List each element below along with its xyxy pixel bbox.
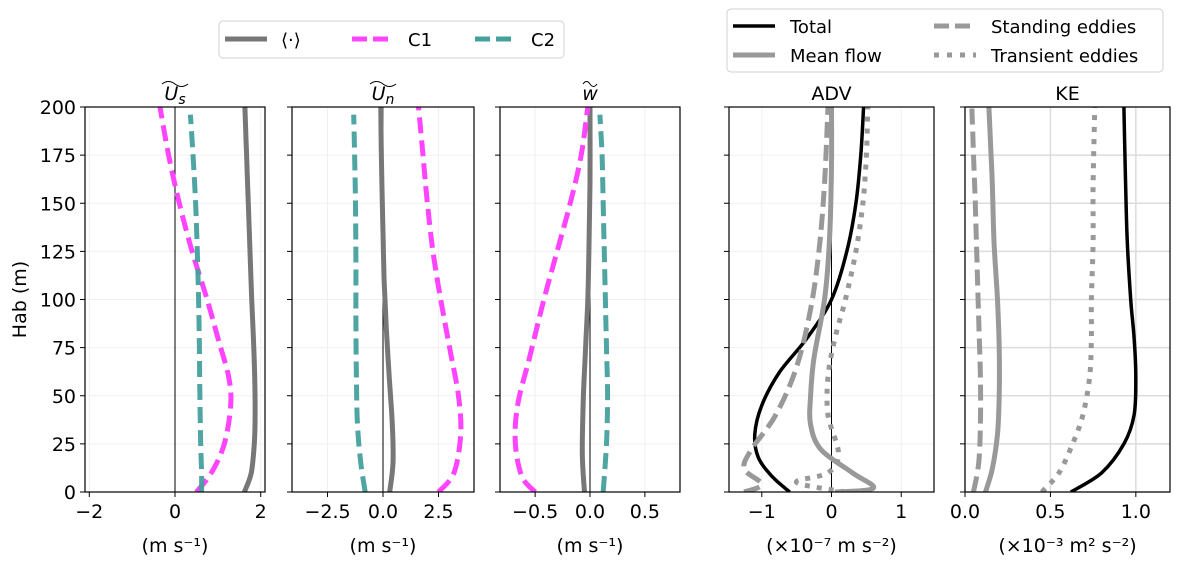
tilde-accent: [369, 81, 397, 87]
legend-left: ⟨·⟩ C1 C2: [218, 20, 565, 59]
legend-frame: [726, 8, 1164, 73]
panel-2: −2.5 0.0 2.5(m s⁻¹)Un: [287, 81, 475, 557]
x-tick-label: 0: [825, 501, 837, 523]
series-line-standing-eddies: [969, 107, 984, 492]
series-line-c1: [416, 107, 464, 492]
x-tick-label: 0.0: [950, 501, 980, 523]
x-tick-label: 0.5: [630, 501, 660, 523]
y-axis-label: Hab (m): [9, 261, 31, 338]
series-line-c1: [512, 107, 591, 492]
series-line-mean-flow: [807, 107, 877, 492]
x-tick-label: −2: [75, 501, 103, 523]
series-line-mean-flow: [983, 107, 1002, 492]
series-line-total: [752, 107, 866, 492]
series-line-: [242, 107, 258, 492]
panel-title: ADV: [811, 83, 851, 105]
x-tick-label: −2.5: [304, 501, 350, 523]
series-group: [969, 107, 1138, 492]
y-tick-label: 25: [52, 434, 76, 456]
panel-4: −1 0 1 (×10⁻⁷ m s⁻²) ADV: [724, 83, 935, 557]
y-tick-label: 200: [40, 97, 76, 119]
x-axis-label: (×10⁻⁷ m s⁻²): [766, 535, 897, 557]
series-line-total: [1069, 107, 1138, 492]
legend-label: Transient eddies: [990, 46, 1138, 67]
x-tick-label: 0.0: [368, 501, 398, 523]
series-group: [512, 107, 611, 492]
x-axis-label: (m s⁻¹): [142, 535, 209, 557]
series-line-c2: [351, 114, 368, 492]
y-tick-label: 50: [52, 386, 76, 408]
x-tick-label: 0: [169, 501, 181, 523]
y-tick-label: 75: [52, 338, 76, 360]
x-tick-label: 0.0: [575, 501, 605, 523]
series-group: [157, 107, 258, 492]
panel-3: −0.5 0.0 0.5 (m s⁻¹) w: [495, 81, 681, 557]
series-line-transient-eddies: [794, 107, 871, 492]
series-line-standing-eddies: [741, 107, 831, 492]
y-tick-label: 0: [64, 482, 76, 504]
legend-label: C2: [531, 30, 555, 51]
series-group: [351, 107, 464, 492]
legend-right: Total Mean flow Standing eddies Transient e…: [726, 8, 1164, 73]
x-tick-label: −1: [748, 501, 776, 523]
x-tick-label: 0.5: [1035, 501, 1065, 523]
x-tick-label: 1: [895, 501, 907, 523]
series-line-c2: [597, 114, 611, 492]
y-tick-label: 150: [40, 193, 76, 215]
series-line-: [579, 107, 593, 492]
y-tick-label: 100: [40, 290, 76, 312]
x-axis-label: (m s⁻¹): [557, 535, 624, 557]
x-axis-label: (×10⁻³ m² s⁻²): [998, 535, 1136, 557]
series-line-c2: [187, 114, 205, 492]
x-tick-label: 1.0: [1121, 501, 1151, 523]
panel-title-subscript: s: [178, 92, 185, 108]
x-tick-label: −0.5: [512, 501, 558, 523]
legend-frame: [218, 20, 565, 59]
legend-label: Total: [789, 17, 832, 38]
panel-title: w: [582, 83, 598, 105]
panel-title-subscript: n: [386, 92, 395, 108]
x-tick-label: 2: [255, 501, 267, 523]
tilde-accent: [161, 81, 189, 87]
series-line-: [378, 107, 396, 492]
legend-label: ⟨·⟩: [281, 30, 301, 51]
panel-title: KE: [1055, 83, 1079, 105]
panel-5: 0.0 0.5 1.0 (×10⁻³ m² s⁻²) KE: [950, 83, 1171, 557]
series-line-c1: [157, 107, 234, 492]
x-tick-label: 2.5: [423, 501, 453, 523]
tilde-accent: [582, 81, 598, 87]
legend-label: Mean flow: [790, 46, 882, 67]
legend-label: C1: [408, 30, 432, 51]
y-tick-label: 125: [40, 241, 76, 263]
series-group: [741, 107, 877, 492]
y-tick-label: 175: [40, 145, 76, 167]
legend-label: Standing eddies: [991, 17, 1136, 38]
x-axis-label: (m s⁻¹): [350, 535, 417, 557]
